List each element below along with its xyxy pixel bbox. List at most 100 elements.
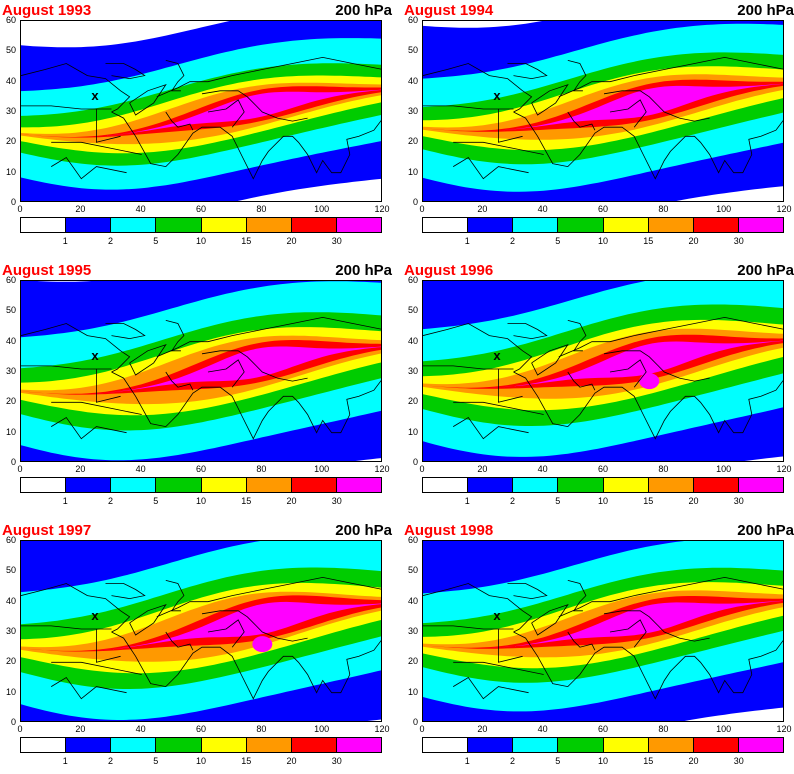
y-tick-label: 50 <box>407 305 418 316</box>
colorbar-segment <box>513 478 559 492</box>
colorbar-segment <box>558 218 604 232</box>
colorbar-segment <box>336 218 381 232</box>
coastline <box>567 631 596 651</box>
country-border <box>558 316 783 358</box>
coastline <box>513 371 783 440</box>
country-border <box>129 83 167 116</box>
colorbar-label: 5 <box>555 236 561 246</box>
coastline <box>165 320 185 352</box>
coastline <box>567 320 587 352</box>
coastline <box>21 63 131 113</box>
colorbar-label: 20 <box>286 236 297 246</box>
contour-svg <box>21 21 381 201</box>
y-tick-label: 10 <box>5 166 16 177</box>
country-border <box>50 676 127 700</box>
colorbar-segment <box>111 218 157 232</box>
x-tick-label: 60 <box>195 464 207 474</box>
x-tick-label: 120 <box>776 464 792 474</box>
colorbar-label: 20 <box>688 756 699 766</box>
country-border <box>201 90 308 122</box>
colorbar-segment <box>111 478 157 492</box>
contour-svg <box>21 541 381 721</box>
colorbar-label: 2 <box>509 236 516 246</box>
colorbar-segment <box>558 478 604 492</box>
country-border <box>498 369 523 403</box>
country-border <box>96 629 121 663</box>
country-border <box>453 401 544 415</box>
coastline <box>567 580 587 612</box>
country-border <box>453 661 544 675</box>
x-tick-label: 100 <box>314 464 330 474</box>
y-tick-label: 40 <box>5 335 16 346</box>
y-tick-label: 0 <box>412 197 418 207</box>
x-tick-label: 60 <box>597 464 609 474</box>
contour-band-30 <box>21 601 381 652</box>
y-tick-label: 40 <box>407 595 418 606</box>
location-marker: x <box>91 607 99 623</box>
contour-svg <box>423 541 783 721</box>
x-tick-label: 80 <box>256 464 267 474</box>
y-tick-label: 60 <box>407 275 418 285</box>
country-border <box>603 610 710 642</box>
x-tick-label: 80 <box>658 204 669 214</box>
colorbar-segment <box>423 218 469 232</box>
colorbar-label: 5 <box>555 496 561 506</box>
colorbar-segment <box>21 738 67 752</box>
location-marker: x <box>91 347 99 363</box>
coastline <box>423 365 514 370</box>
coastline <box>507 583 548 600</box>
country-border <box>558 576 783 618</box>
colorbar-label: 20 <box>286 756 297 766</box>
location-marker: x <box>91 87 99 103</box>
country-border <box>558 56 783 98</box>
coastline <box>111 111 381 180</box>
colorbar-segment <box>246 738 292 752</box>
country-border <box>531 603 569 636</box>
coastline <box>21 105 112 110</box>
map-panel: August 1994 200 hPa 60 50 40 30 20 10 0 0 20 40 60 80… <box>404 2 794 254</box>
y-tick-label: 30 <box>407 626 418 636</box>
y-tick-label: 20 <box>407 656 418 667</box>
coastline <box>567 60 587 92</box>
contour-map <box>422 540 784 722</box>
coastline <box>105 583 146 600</box>
colorbar-segment <box>693 478 739 492</box>
y-tick-label: 10 <box>5 686 16 697</box>
x-tick-label: 0 <box>419 464 425 474</box>
y-tick-label: 40 <box>407 335 418 346</box>
x-tick-label: 40 <box>135 204 146 214</box>
coastline <box>111 371 381 440</box>
contour-map <box>20 20 382 202</box>
colorbar-label: 30 <box>331 496 342 506</box>
y-tick-label: 60 <box>407 15 418 25</box>
map-panel: August 1998 200 hPa 60 50 40 30 20 10 0 0 20 40 60 80… <box>404 522 794 774</box>
contour-map <box>20 280 382 462</box>
colorbar-label: 10 <box>195 496 207 506</box>
country-border <box>51 141 142 155</box>
colorbar <box>422 477 784 493</box>
colorbar-segment <box>648 738 694 752</box>
y-tick-label: 30 <box>5 106 16 116</box>
contour-band-30 <box>21 346 381 395</box>
x-tick-label: 40 <box>135 724 146 734</box>
x-tick-label: 0 <box>17 724 23 734</box>
colorbar-label: 1 <box>62 236 68 246</box>
coastline <box>513 111 783 180</box>
coastline <box>105 63 146 80</box>
pressure-level-label: 200 hPa <box>737 2 794 19</box>
country-border <box>609 359 647 388</box>
x-tick-label: 80 <box>256 204 267 214</box>
contour-svg <box>21 281 381 461</box>
colorbar-segment <box>21 478 67 492</box>
colorbar-segment <box>603 218 649 232</box>
coastline <box>423 105 514 110</box>
coastline <box>567 371 596 391</box>
coastline <box>111 631 381 700</box>
x-tick-label: 40 <box>537 724 548 734</box>
colorbar-segment <box>291 738 337 752</box>
colorbar-segment <box>246 218 292 232</box>
colorbar-label: 10 <box>597 496 609 506</box>
panel-title: August 1997 <box>2 522 92 539</box>
y-tick-label: 10 <box>5 426 16 437</box>
coastline <box>423 625 514 630</box>
